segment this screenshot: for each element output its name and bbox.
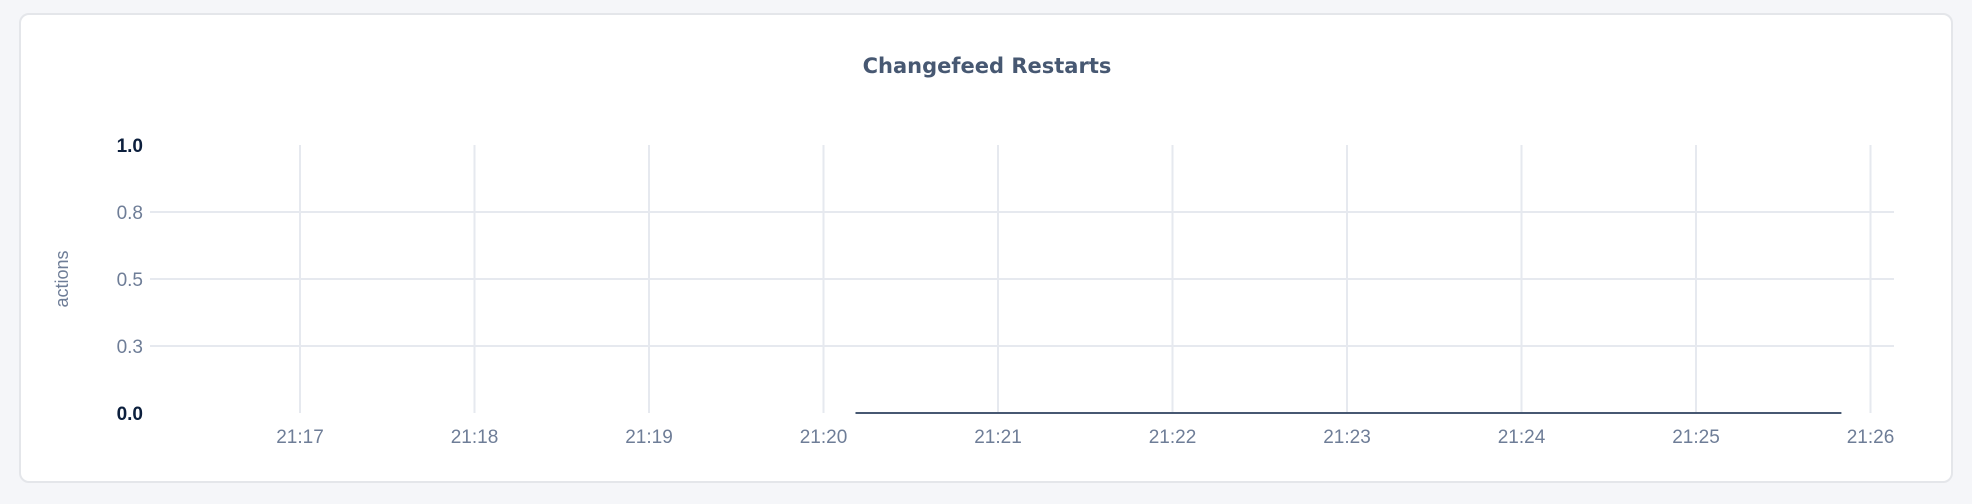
- chart-card: [19, 13, 1953, 483]
- x-tick-label: 21:22: [1149, 427, 1197, 448]
- y-tick-label: 0.8: [117, 203, 143, 224]
- chart-title: Changefeed Restarts: [863, 54, 1112, 78]
- y-tick-label: 0.5: [117, 270, 143, 291]
- x-tick-label: 21:20: [800, 427, 848, 448]
- y-axis-label: actions: [52, 250, 72, 307]
- x-tick-label: 21:24: [1498, 427, 1546, 448]
- x-tick-label: 21:17: [276, 427, 324, 448]
- x-tick-label: 21:21: [974, 427, 1022, 448]
- y-tick-label: 0.3: [117, 337, 143, 358]
- y-tick-label: 0.0: [117, 404, 143, 425]
- x-tick-label: 21:23: [1323, 427, 1371, 448]
- x-tick-label: 21:19: [625, 427, 673, 448]
- y-tick-label: 1.0: [117, 136, 143, 157]
- x-tick-label: 21:18: [451, 427, 499, 448]
- x-tick-label: 21:26: [1847, 427, 1895, 448]
- x-tick-label: 21:25: [1672, 427, 1720, 448]
